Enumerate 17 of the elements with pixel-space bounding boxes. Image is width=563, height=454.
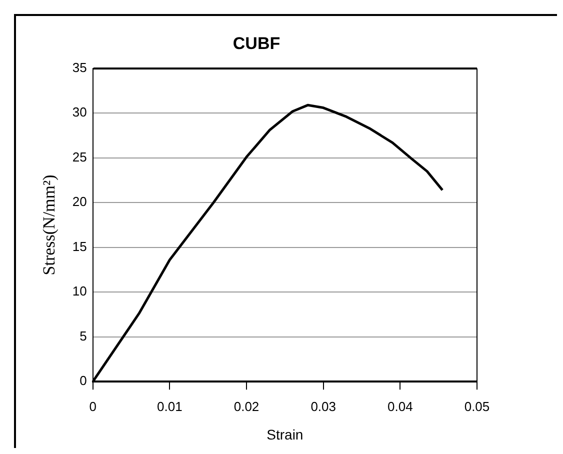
chart-title: CUBF <box>232 34 280 53</box>
y-tick-label: 10 <box>72 284 87 299</box>
x-tick-label: 0.02 <box>234 398 260 414</box>
x-tick-label: 0 <box>89 398 96 414</box>
y-tick-label: 25 <box>72 149 87 164</box>
y-tick-label: 15 <box>72 238 87 254</box>
x-axis-title: Strain <box>266 426 304 442</box>
x-tick-label: 0.04 <box>388 398 413 414</box>
x-tick-label: 0.03 <box>310 398 336 414</box>
y-tick-label: 30 <box>72 104 87 120</box>
x-tick-label: 0.05 <box>464 398 490 414</box>
y-tick-label: 20 <box>72 194 87 210</box>
y-tick-label: 0 <box>80 373 87 388</box>
y-tick-label: 35 <box>72 60 87 75</box>
x-tick-label: 0.01 <box>157 398 182 414</box>
y-axis-title: Stress(N/mm²) <box>40 174 59 276</box>
y-tick-label: 5 <box>80 328 87 344</box>
